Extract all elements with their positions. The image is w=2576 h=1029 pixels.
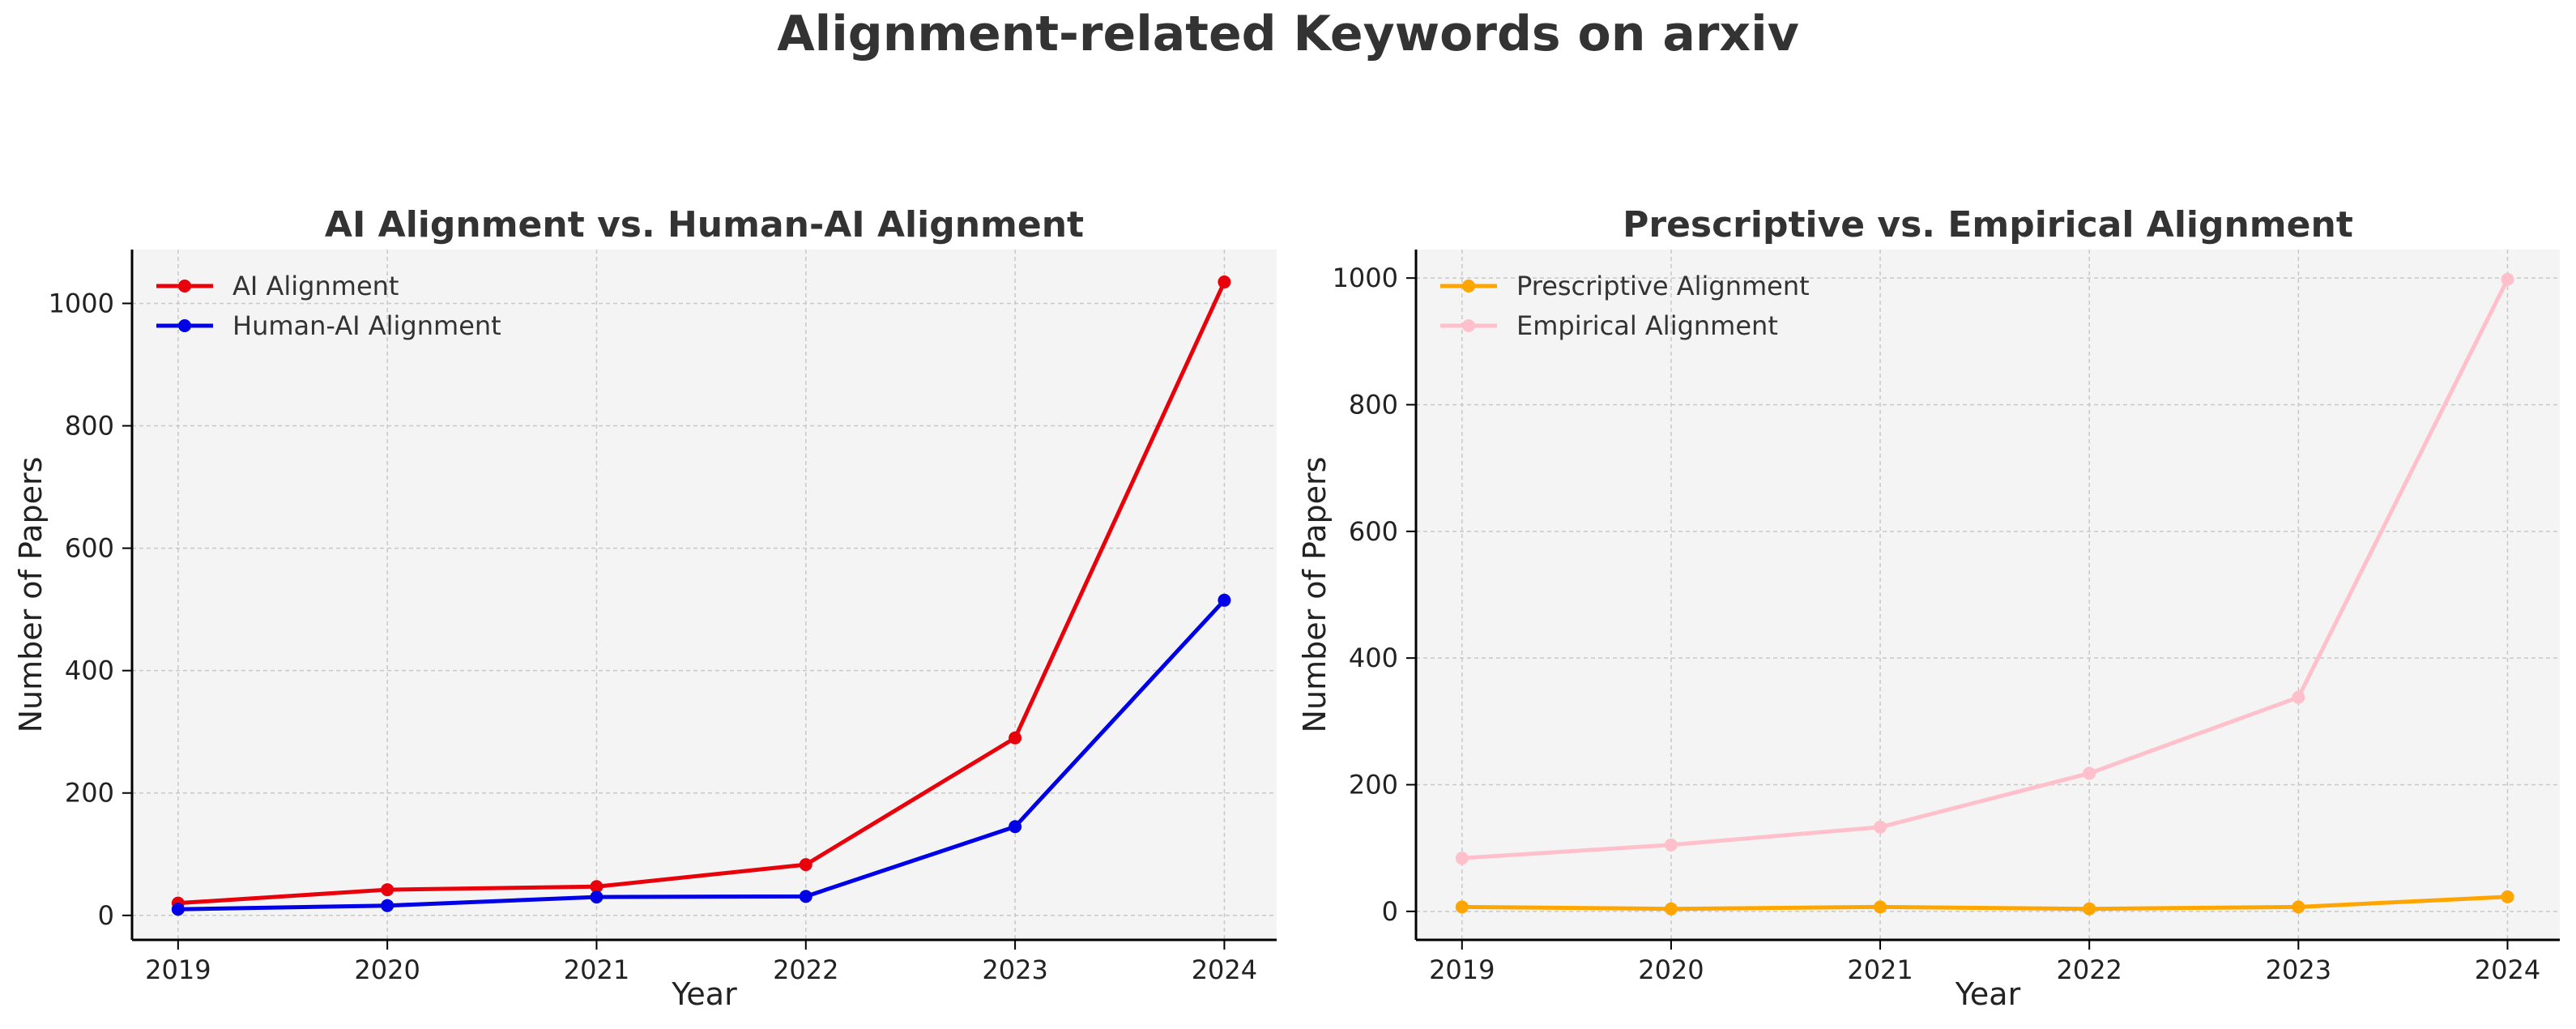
panel-1-x-axis-label: Year xyxy=(671,976,737,1012)
panel-2-xtick-label: 2019 xyxy=(1429,954,1495,985)
panel-1-legend-label-ai-alignment: AI Alignment xyxy=(232,271,399,301)
panel-2-ytick-label: 1000 xyxy=(1333,263,1398,293)
panel-1-ytick-label: 1000 xyxy=(49,288,114,318)
panel-1-xtick-label: 2024 xyxy=(1192,954,1257,985)
panel-1-series-ai-alignment-line xyxy=(176,280,1226,906)
panel-1-series-human-ai-alignment-line xyxy=(176,598,1226,912)
panel-1-legend-marker-ai-alignment xyxy=(178,280,191,292)
panel-2-title: Prescriptive vs. Empirical Alignment xyxy=(1623,204,2353,246)
panel-1-ytick-label: 800 xyxy=(65,411,114,442)
panel-2-series-prescriptive-alignment-point-2024 xyxy=(2501,890,2514,903)
panel-2-series-prescriptive-alignment-point-2021 xyxy=(1874,900,1887,914)
panel-1-series-ai-alignment-point-2020 xyxy=(381,883,395,897)
panel-2-xtick-label: 2023 xyxy=(2266,954,2331,985)
panel-1-series-ai-alignment-point-2023 xyxy=(1009,731,1022,745)
panel-1-xtick-label: 2021 xyxy=(564,954,629,985)
panel-1-xtick-label: 2023 xyxy=(982,954,1047,985)
figure-title: Alignment-related Keywords on arxiv xyxy=(777,6,1799,62)
panel-1-series-human-ai-alignment-point-2020 xyxy=(381,899,395,912)
panel-2-legend-label-empirical-alignment: Empirical Alignment xyxy=(1516,310,1778,341)
panel-2-x-axis-label: Year xyxy=(1955,976,2021,1012)
panel-1-legend: AI Alignment Human-AI Alignment xyxy=(156,271,501,341)
panel-1-title: AI Alignment vs. Human-AI Alignment xyxy=(325,204,1084,246)
panel-2-series-empirical-alignment-point-2021 xyxy=(1874,820,1887,834)
panel-1-ytick-label: 400 xyxy=(65,655,114,686)
panel-2-series-prescriptive-alignment-point-2023 xyxy=(2292,900,2305,914)
panel-2-series-prescriptive-alignment-point-2019 xyxy=(1455,900,1469,914)
panel-2-series-empirical-alignment-point-2024 xyxy=(2501,272,2514,286)
panel-1-series-human-ai-alignment-point-2021 xyxy=(590,890,603,904)
panel-1-series-human-ai-alignment xyxy=(171,593,1231,916)
panel-1-ytick-label: 600 xyxy=(65,533,114,564)
panel-1-y-axis-label: Number of Papers xyxy=(13,457,49,733)
panel-2-series-empirical-alignment-point-2019 xyxy=(1455,852,1469,865)
panel-2-ytick-label: 600 xyxy=(1349,516,1398,547)
panel-2-legend-marker-empirical-alignment xyxy=(1462,319,1475,332)
panel-2-legend-marker-prescriptive-alignment xyxy=(1462,280,1475,292)
panel-2-ytick-label: 200 xyxy=(1349,769,1398,800)
panel-1-xtick-label: 2022 xyxy=(773,954,838,985)
panel-2-series-empirical-alignment-point-2020 xyxy=(1664,838,1678,852)
panel-1-series-human-ai-alignment-point-2022 xyxy=(799,890,812,903)
panel-2-ytick-label: 800 xyxy=(1349,390,1398,421)
panel-2-series-prescriptive-alignment-line xyxy=(1460,895,2510,912)
panel-1-series-ai-alignment xyxy=(171,275,1231,910)
panel-2-ytick-label: 400 xyxy=(1349,643,1398,673)
panel-1-series-ai-alignment-point-2022 xyxy=(799,858,812,872)
panel-2-series-empirical-alignment-point-2023 xyxy=(2292,690,2305,704)
panel-1-series-human-ai-alignment-point-2024 xyxy=(1218,593,1231,607)
panel-2-xtick-label: 2021 xyxy=(1847,954,1913,985)
panel-1-xtick-label: 2019 xyxy=(145,954,211,985)
panel-1-series-human-ai-alignment-point-2023 xyxy=(1009,820,1022,834)
panel-2: 2019 2020 2021 2022 2023 2024 0 200 400 600 800 100… xyxy=(1297,204,2560,1012)
panel-2-series-empirical-alignment-point-2022 xyxy=(2083,766,2096,780)
panel-1-legend-label-human-ai-alignment: Human-AI Alignment xyxy=(232,310,501,341)
panel-1-ytick-label: 200 xyxy=(65,778,114,809)
panel-2-series-prescriptive-alignment-point-2022 xyxy=(2083,902,2096,916)
panel-1-legend-marker-human-ai-alignment xyxy=(178,319,191,332)
panel-2-xtick-label: 2024 xyxy=(2475,954,2540,985)
panel-2-xtick-label: 2020 xyxy=(1638,954,1704,985)
panel-1-plot-area xyxy=(132,250,1277,940)
panel-2-legend-label-prescriptive-alignment: Prescriptive Alignment xyxy=(1516,271,1810,301)
panel-2-y-axis-label: Number of Papers xyxy=(1297,457,1333,733)
panel-2-legend: Prescriptive Alignment Empirical Alignmen… xyxy=(1440,271,1810,341)
panel-2-series-prescriptive-alignment-point-2020 xyxy=(1664,902,1678,916)
panel-2-series-empirical-alignment-line xyxy=(1460,277,2510,860)
panel-1-xtick-label: 2020 xyxy=(354,954,420,985)
panel-1: 2019 2020 2021 2022 2023 2024 0 200 400 600 800 100… xyxy=(13,204,1277,1012)
panel-2-ytick-label: 0 xyxy=(1382,896,1398,927)
panel-2-series-prescriptive-alignment xyxy=(1455,890,2514,916)
panel-1-series-human-ai-alignment-point-2019 xyxy=(171,903,185,916)
panel-2-xtick-label: 2022 xyxy=(2056,954,2122,985)
panel-2-series-empirical-alignment xyxy=(1455,272,2514,865)
panel-2-plot-area xyxy=(1416,250,2560,940)
panel-1-series-ai-alignment-point-2021 xyxy=(590,880,603,894)
panel-1-series-ai-alignment-point-2024 xyxy=(1218,275,1231,289)
panel-1-ytick-label: 0 xyxy=(98,900,114,931)
